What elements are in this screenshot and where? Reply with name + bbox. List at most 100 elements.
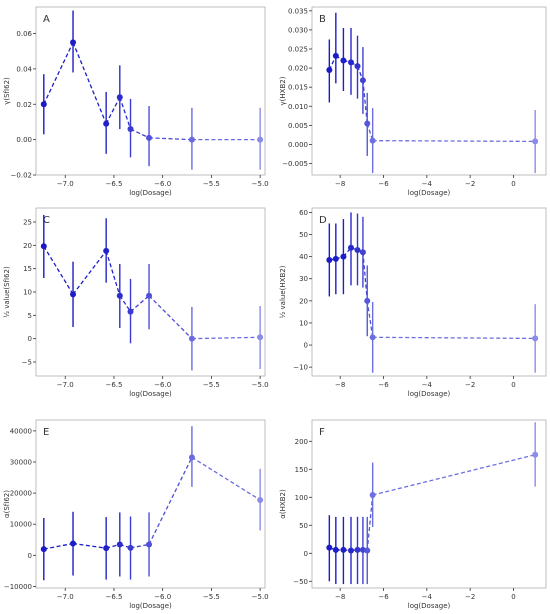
series-line-segment xyxy=(130,295,150,313)
x-tick-label: −2 xyxy=(465,180,475,188)
panel-label: D xyxy=(319,215,327,226)
y-tick-label: 0.04 xyxy=(16,65,32,73)
y-tick-label: −5 xyxy=(22,359,32,367)
y-tick-label: 50 xyxy=(299,522,308,530)
data-point xyxy=(348,59,354,66)
y-tick-label: 20000 xyxy=(10,490,32,498)
series-line-segment xyxy=(43,245,74,295)
x-tick-label: 0 xyxy=(511,381,515,389)
x-axis-label: log(Dosage) xyxy=(408,602,451,610)
y-tick-label: 20 xyxy=(299,297,308,305)
x-tick-label: −5.0 xyxy=(252,593,269,601)
data-point xyxy=(340,57,347,64)
y-tick-label: 0 xyxy=(28,552,32,560)
x-tick-label: −6 xyxy=(378,180,389,188)
x-axis-label: log(Dosage) xyxy=(408,189,451,197)
x-tick-label: −4 xyxy=(422,381,433,389)
x-tick-label: −4 xyxy=(422,180,433,188)
panel-D: D −8 −6 −4 −2 0 −10 0 10 20 30 40 50 60 log(Dosage) ½ v… xyxy=(279,207,547,398)
y-tick-label: 60 xyxy=(299,209,308,217)
x-tick-label: −5.5 xyxy=(203,593,220,601)
y-tick-label: 10 xyxy=(23,289,32,297)
series-line-segment xyxy=(43,42,74,105)
y-tick-label: 40 xyxy=(299,253,308,261)
y-tick-label: 20 xyxy=(23,242,32,250)
series-line-segment xyxy=(372,336,536,340)
panel-label: B xyxy=(319,14,326,25)
data-point xyxy=(257,136,264,143)
y-axis-label: γ(HXB2) xyxy=(279,76,287,105)
data-point xyxy=(532,451,539,458)
data-point xyxy=(364,120,371,127)
x-tick-label: −6.5 xyxy=(105,593,122,601)
data-point xyxy=(332,546,339,553)
x-tick-label: −5.0 xyxy=(252,180,269,188)
y-tick-label: 0.030 xyxy=(288,26,308,34)
data-point xyxy=(40,101,47,108)
series-line-segment xyxy=(372,139,536,143)
x-tick-label: −6 xyxy=(378,381,389,389)
panel-label: C xyxy=(43,215,50,226)
data-point xyxy=(188,454,195,461)
y-tick-label: 0 xyxy=(28,335,32,343)
series-line-segment xyxy=(119,295,132,312)
data-point xyxy=(70,291,77,298)
data-point xyxy=(332,52,339,59)
data-point xyxy=(348,547,354,554)
x-axis-label: log(Dosage) xyxy=(129,189,172,197)
series-line-segment xyxy=(366,123,374,141)
data-point xyxy=(146,134,153,141)
series-line-segment xyxy=(105,96,121,125)
data-point xyxy=(326,67,333,73)
y-tick-label: 0.025 xyxy=(288,46,308,54)
x-tick-label: −4 xyxy=(422,593,433,601)
y-tick-label: 50 xyxy=(299,231,308,239)
y-tick-label: 30 xyxy=(299,275,308,283)
y-tick-label: −0.02 xyxy=(11,172,32,180)
data-point xyxy=(332,255,339,262)
y-axis-label: γ(SfI62) xyxy=(3,77,11,105)
data-point xyxy=(364,547,371,554)
data-point xyxy=(116,94,123,101)
series-line-segment xyxy=(72,542,107,549)
x-axis-label: log(Dosage) xyxy=(129,602,172,610)
data-point xyxy=(369,492,376,499)
panel-label: E xyxy=(43,427,49,438)
data-point xyxy=(146,541,153,548)
data-point xyxy=(326,544,333,551)
series-line-segment xyxy=(372,454,536,496)
data-point xyxy=(340,546,347,553)
y-tick-label: 0.020 xyxy=(288,65,308,73)
x-tick-label: −6.0 xyxy=(154,381,171,389)
data-point xyxy=(188,136,195,143)
data-point xyxy=(40,546,47,553)
data-point xyxy=(369,334,376,341)
data-point xyxy=(70,39,77,46)
x-tick-label: −7.0 xyxy=(57,381,74,389)
y-tick-label: 0.00 xyxy=(16,136,32,144)
panel-F: F −8 −6 −4 −2 0 −50 0 50 100 150 200 log(Dosage) α(HX… xyxy=(279,419,547,610)
data-point xyxy=(532,335,539,342)
data-point xyxy=(70,540,77,547)
data-point xyxy=(354,63,361,70)
y-tick-label: −0.005 xyxy=(282,160,308,168)
data-point xyxy=(103,247,110,254)
data-point xyxy=(359,77,366,84)
x-tick-label: −6 xyxy=(378,593,389,601)
data-point xyxy=(532,138,539,145)
y-tick-label: 0.015 xyxy=(288,84,308,92)
y-tick-label: 0.010 xyxy=(288,103,308,111)
series-line-segment xyxy=(366,494,374,551)
y-axis-label: α(HXB2) xyxy=(279,489,287,519)
data-point xyxy=(348,244,354,251)
y-tick-label: 30000 xyxy=(10,459,32,467)
x-tick-label: −2 xyxy=(465,381,475,389)
x-tick-label: −6.0 xyxy=(154,593,171,601)
data-point xyxy=(326,256,333,263)
series-line-segment xyxy=(119,96,132,130)
y-tick-label: 100 xyxy=(295,494,308,502)
plot-area xyxy=(35,6,266,176)
y-tick-label: 5 xyxy=(28,312,32,320)
x-tick-label: 0 xyxy=(511,180,515,188)
